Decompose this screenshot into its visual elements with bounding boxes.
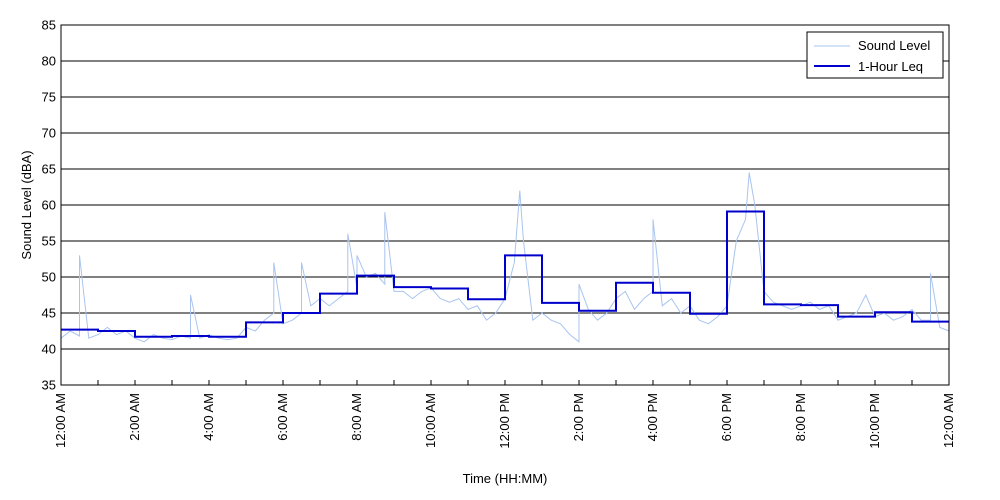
leq-step-line	[61, 210, 949, 338]
legend: Sound Level 1-Hour Leq	[806, 31, 944, 79]
x-tick-label: 12:00 PM	[497, 393, 512, 449]
x-tick-label: 8:00 AM	[349, 393, 364, 441]
x-tick-label: 8:00 PM	[793, 393, 808, 441]
y-tick-label: 35	[42, 378, 56, 393]
x-tick-label: 4:00 PM	[645, 393, 660, 441]
y-axis-ticks: 35 40 45 50 55 60 65 70 75 80 85	[42, 18, 66, 393]
x-tick-label: 2:00 PM	[571, 393, 586, 441]
y-tick-label: 65	[42, 162, 56, 177]
x-axis-ticks: 12:00 AM 2:00 AM 4:00 AM 6:00 AM 8:00 AM 10:0…	[53, 380, 956, 449]
y-tick-label: 80	[42, 54, 56, 69]
y-tick-label: 55	[42, 234, 56, 249]
y-tick-label: 40	[42, 342, 56, 357]
x-axis-label: Time (HH:MM)	[463, 471, 548, 486]
x-tick-label: 4:00 AM	[201, 393, 216, 441]
y-axis-label: Sound Level (dBA)	[19, 150, 34, 259]
legend-box	[806, 31, 944, 79]
y-tick-label: 60	[42, 198, 56, 213]
x-tick-label: 10:00 AM	[423, 393, 438, 448]
x-tick-label: 12:00 AM	[941, 393, 956, 448]
x-tick-label: 10:00 PM	[867, 393, 882, 449]
leq-series	[61, 210, 949, 338]
y-tick-label: 50	[42, 270, 56, 285]
x-tick-label: 6:00 AM	[275, 393, 290, 441]
x-tick-label: 6:00 PM	[719, 393, 734, 441]
x-tick-label: 2:00 AM	[127, 393, 142, 441]
sound-level-line	[60, 172, 950, 343]
y-tick-label: 75	[42, 90, 56, 105]
legend-label-leq: 1-Hour Leq	[858, 59, 923, 74]
legend-label-sound-level: Sound Level	[858, 38, 930, 53]
y-tick-label: 45	[42, 306, 56, 321]
y-tick-label: 85	[42, 18, 56, 33]
x-tick-label: 12:00 AM	[53, 393, 68, 448]
y-tick-label: 70	[42, 126, 56, 141]
sound-level-series	[60, 172, 950, 343]
